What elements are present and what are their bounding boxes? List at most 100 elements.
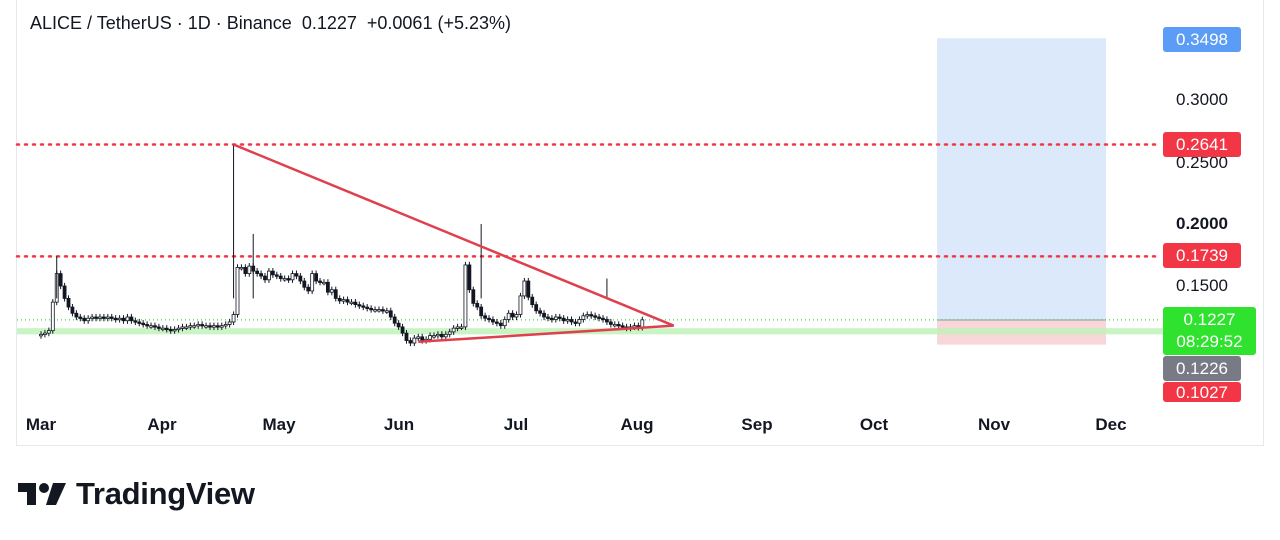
candle-body <box>153 325 157 328</box>
month-label-dec: Dec <box>1095 415 1127 434</box>
price-label-0-2000: 0.2000 <box>1176 214 1228 233</box>
candle-body <box>443 333 448 338</box>
candle-body <box>129 316 134 322</box>
price-label-0-2500: 0.2500 <box>1176 153 1228 172</box>
candle-body <box>459 326 464 329</box>
candle-body <box>491 319 495 323</box>
price-label-0-3000: 0.3000 <box>1176 90 1228 109</box>
brand-name: TradingView <box>76 476 255 511</box>
candle-body <box>212 325 216 328</box>
tradingview-brand[interactable]: TradingView <box>18 476 255 512</box>
triangle-lower-trendline <box>418 324 674 344</box>
candle-body <box>546 316 550 319</box>
candle-body <box>223 324 228 327</box>
candle-body <box>577 319 582 324</box>
candle-body <box>534 304 539 312</box>
candle-body <box>270 270 275 276</box>
candle-body <box>113 317 118 321</box>
symbol-header: ALICE / TetherUS · 1D · Binance 0.1227 +… <box>30 13 511 34</box>
candle-body <box>231 314 236 323</box>
candle-body <box>219 325 224 328</box>
candle-body <box>318 280 322 283</box>
candle-body <box>514 314 519 318</box>
candle-body <box>404 332 409 341</box>
candle-body <box>66 297 71 308</box>
candle-body <box>117 317 122 321</box>
candle-body <box>361 305 366 308</box>
month-label-mar: Mar <box>25 415 57 434</box>
countdown-value: 08:29:52 <box>1176 332 1243 351</box>
price-label-0-1500: 0.1500 <box>1176 276 1228 295</box>
symbol-title[interactable]: ALICE / TetherUS · 1D · Binance <box>30 13 292 33</box>
candle-body <box>208 325 212 328</box>
entry-price-tag: 0.1226 <box>1163 356 1241 381</box>
candle-body <box>640 319 645 328</box>
candle-body <box>168 328 173 332</box>
month-label-oct: Oct <box>859 415 889 434</box>
candle-body <box>274 274 279 277</box>
candle-body <box>43 332 47 336</box>
candle-body <box>86 317 91 322</box>
month-label-nov: Nov <box>977 415 1011 434</box>
candle-body <box>333 289 338 299</box>
candle-body <box>298 275 303 282</box>
candle-body <box>247 265 252 275</box>
candle-body <box>184 326 189 329</box>
stop-price-tag: 0.1027 <box>1163 382 1241 402</box>
candle-body <box>345 299 350 303</box>
candle-body <box>78 316 83 319</box>
candle-body <box>471 289 476 304</box>
candle-body <box>353 301 358 305</box>
candle-body <box>341 299 346 302</box>
candle-body <box>263 275 267 281</box>
chart-canvas[interactable] <box>0 0 1280 460</box>
resistance-mid-tag: 0.1739 <box>1163 243 1241 268</box>
candle-body <box>561 317 566 322</box>
candle-body <box>188 325 193 328</box>
candle-body <box>412 337 417 344</box>
candle-body <box>373 309 377 312</box>
candle-body <box>156 326 161 329</box>
candle-body <box>243 266 248 274</box>
candle-body <box>498 322 503 327</box>
candle-body <box>302 280 307 288</box>
candle-body <box>74 312 79 318</box>
candle-body <box>569 319 574 323</box>
candle-body <box>133 320 138 323</box>
candle-body <box>290 273 295 281</box>
candle-body <box>145 324 150 327</box>
candle-body <box>365 306 370 309</box>
candle-body <box>396 322 401 328</box>
candle-body <box>601 317 605 321</box>
candle-body <box>455 326 460 329</box>
candle-body <box>597 316 601 319</box>
candle-body <box>608 321 613 325</box>
month-label-jul: Jul <box>503 415 529 434</box>
candle-body <box>432 335 436 338</box>
candle-body <box>349 301 354 305</box>
candle-body <box>593 315 598 318</box>
last-price-tag: 0.1227 08:29:52 <box>1163 307 1256 355</box>
candle-body <box>62 285 67 299</box>
candle-body <box>530 296 535 306</box>
candle-body <box>121 317 126 322</box>
candle-body <box>200 324 205 327</box>
candle-body <box>141 322 146 326</box>
month-label-sep: Sep <box>741 415 773 434</box>
candle-body <box>160 327 165 331</box>
candle-body <box>483 315 487 319</box>
candle-body <box>314 273 319 282</box>
candle-body <box>176 327 181 331</box>
candle-body <box>204 325 208 328</box>
month-label-aug: Aug <box>620 415 654 434</box>
candle-body <box>447 331 452 335</box>
candle-body <box>286 278 291 281</box>
candle-body <box>235 266 240 315</box>
candle-body <box>90 316 94 319</box>
candle-body <box>50 301 55 332</box>
candle-body <box>227 321 232 325</box>
candle-body <box>522 280 527 297</box>
candle-body <box>553 316 558 320</box>
candle-body <box>510 312 515 318</box>
candle-body <box>400 326 405 334</box>
